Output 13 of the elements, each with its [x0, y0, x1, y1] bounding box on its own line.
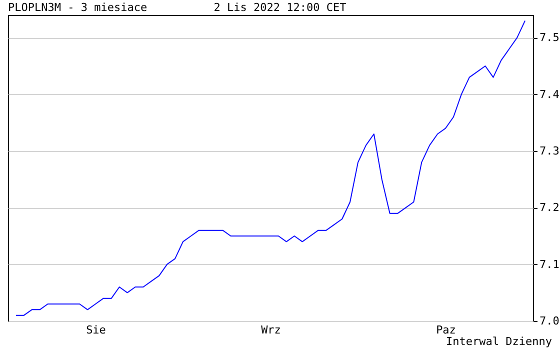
- x-tick-label: Wrz: [261, 324, 281, 336]
- y-tick-label: 7.5: [540, 31, 560, 44]
- y-tick-label: 7.1: [540, 258, 560, 271]
- x-tick-label: Sie: [86, 324, 106, 336]
- chart-subtitle: 2 Lis 2022 12:00 CET: [214, 1, 346, 14]
- text: Interwal Dzienny: [446, 335, 552, 348]
- y-tick-label: 7.0: [540, 314, 560, 328]
- line-series: [15, 20, 526, 316]
- y-tick-label: 7.4: [540, 88, 560, 101]
- x-tick-label: Paz: [436, 324, 456, 336]
- y-tick-label: 7.3: [540, 144, 560, 158]
- chart-title: PLOPLN3M - 3 miesiace: [8, 1, 148, 14]
- y-tick-label: 7.2: [540, 201, 560, 214]
